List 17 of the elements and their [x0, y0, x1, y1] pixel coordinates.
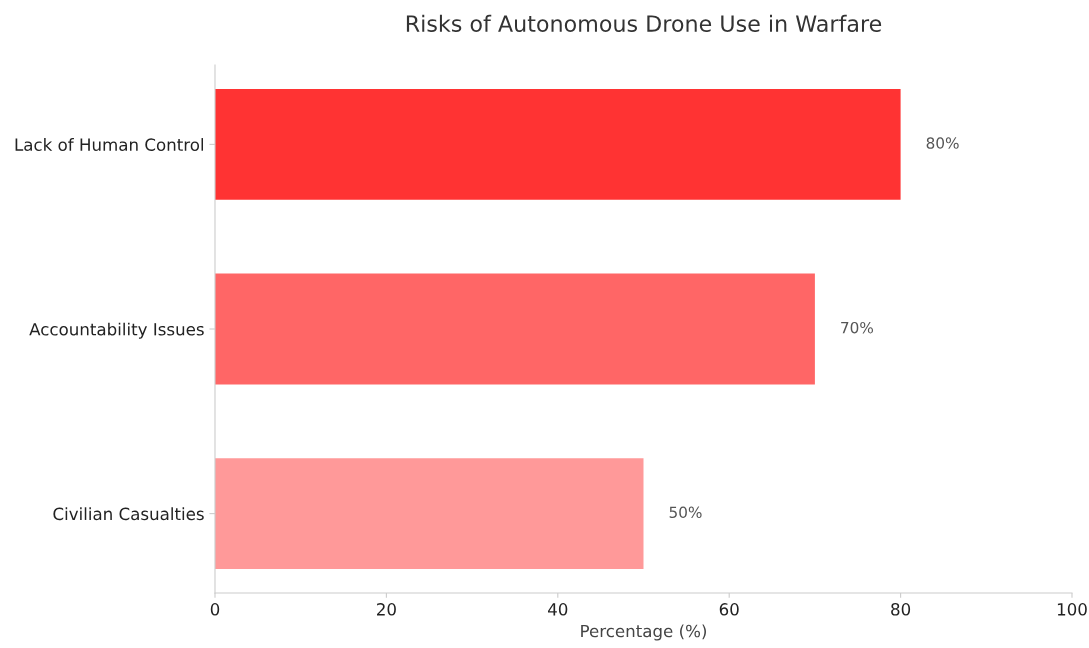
y-tick-label: Civilian Casualties: [53, 507, 204, 521]
x-tick-label: 0: [210, 603, 220, 616]
chart-title: Risks of Autonomous Drone Use in Warfare: [406, 14, 882, 32]
bar: [215, 458, 644, 569]
x-tick-label: 80: [891, 603, 911, 616]
x-tick-label: 40: [548, 603, 568, 616]
bar: [215, 89, 901, 200]
data-label: 50%: [669, 506, 702, 519]
bar: [215, 273, 815, 385]
y-tick-label: Lack of Human Control: [15, 138, 204, 151]
x-tick-label: 60: [719, 603, 739, 616]
data-label: 80%: [926, 137, 959, 149]
data-label: 70%: [841, 321, 874, 334]
x-tick-label: 20: [377, 603, 396, 616]
y-tick-label: Accountability Issues: [29, 322, 204, 339]
x-tick-label: 100: [1057, 603, 1087, 616]
x-axis-title: Percentage (%): [581, 624, 707, 641]
